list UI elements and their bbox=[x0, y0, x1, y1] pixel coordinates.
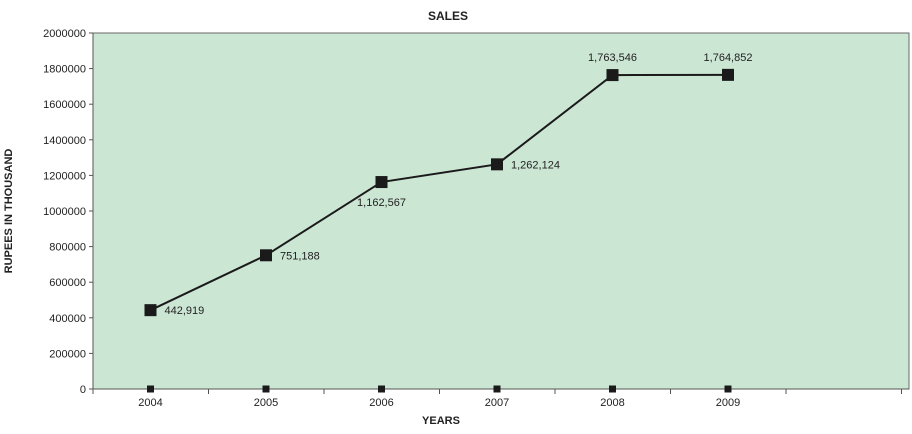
x-tick-label: 2008 bbox=[600, 397, 624, 409]
series-layer: 442,919 751,188 1,162,567 1,262,124 1,763,54… bbox=[144, 52, 753, 393]
y-tick-label: 2000000 bbox=[43, 28, 86, 40]
zero-series-marker bbox=[724, 385, 732, 393]
y-tick-label: 1000000 bbox=[43, 206, 86, 218]
sales-data-point bbox=[491, 158, 503, 171]
sales-data-point bbox=[260, 249, 272, 262]
plot-area bbox=[92, 32, 910, 390]
y-tick-label: 200000 bbox=[49, 348, 86, 360]
data-label: 442,919 bbox=[165, 305, 205, 317]
sales-data-point bbox=[375, 176, 388, 189]
x-axis: 2004 2005 2006 2007 2008 2009 bbox=[92, 388, 909, 409]
zero-series-marker bbox=[262, 385, 270, 393]
zero-series-marker bbox=[147, 385, 154, 393]
x-tick-label: 2006 bbox=[369, 397, 393, 409]
data-label: 1,763,546 bbox=[588, 52, 637, 64]
zero-series-marker bbox=[493, 385, 501, 393]
y-tick-label: 1800000 bbox=[43, 64, 86, 76]
data-label: 1,262,124 bbox=[511, 159, 560, 171]
sales-series-line bbox=[150, 73, 729, 312]
zero-series-marker bbox=[378, 385, 385, 393]
y-tick-label: 1600000 bbox=[43, 99, 86, 111]
x-tick-label: 2004 bbox=[138, 397, 162, 409]
y-tick-label: 600000 bbox=[49, 277, 86, 289]
x-tick-label: 2007 bbox=[485, 397, 509, 409]
y-tick-label: 1200000 bbox=[43, 170, 86, 182]
data-label: 751,188 bbox=[280, 250, 320, 262]
sales-data-point bbox=[722, 68, 734, 81]
y-tick-label: 1400000 bbox=[43, 135, 86, 147]
data-label: 1,162,567 bbox=[357, 197, 406, 209]
zero-series-marker bbox=[609, 385, 616, 393]
x-tick-label: 2005 bbox=[254, 397, 278, 409]
x-axis-title: YEARS bbox=[422, 415, 460, 427]
data-label: 1,764,852 bbox=[704, 52, 753, 64]
sales-data-point bbox=[606, 69, 619, 82]
y-axis: 0 200000 400000 600000 800000 1000000 1200000 1… bbox=[43, 28, 94, 396]
chart-title: SALES bbox=[428, 9, 468, 23]
sales-data-point bbox=[144, 304, 157, 317]
y-tick-label: 400000 bbox=[49, 313, 86, 325]
y-axis-title: RUPEES IN THOUSAND bbox=[3, 149, 15, 274]
y-tick-label: 800000 bbox=[49, 242, 86, 254]
x-tick-label: 2009 bbox=[716, 397, 740, 409]
y-tick-label: 0 bbox=[80, 384, 86, 396]
